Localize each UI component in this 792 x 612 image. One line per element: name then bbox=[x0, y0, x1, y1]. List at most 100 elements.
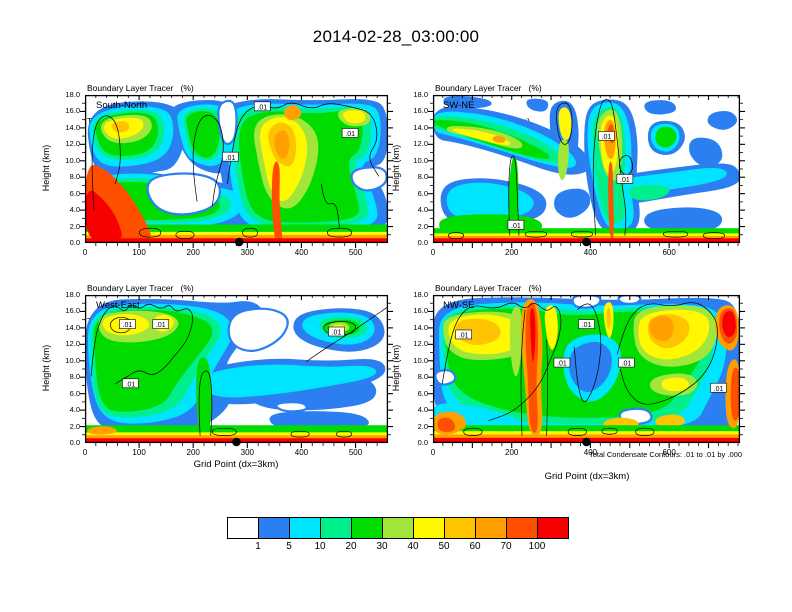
y-tick-label: 14.0 bbox=[65, 122, 80, 132]
y-tick-label: 0.0 bbox=[69, 438, 80, 447]
height-axis-label: Height (km) bbox=[41, 144, 51, 192]
svg-text:.01: .01 bbox=[226, 155, 236, 162]
contour-plot-west-east: .01 .01 .01 .01 bbox=[80, 294, 393, 448]
y-tick-label: 6.0 bbox=[69, 188, 80, 198]
x-tick-label: 200 bbox=[505, 248, 519, 257]
contour-plot-nw-se: .01 .01 .01 .01 .01 bbox=[428, 294, 745, 448]
y-tick-label: 14.0 bbox=[65, 322, 80, 332]
svg-text:.01: .01 bbox=[126, 381, 136, 388]
y-tick-label: 8.0 bbox=[417, 372, 428, 382]
svg-text:.01: .01 bbox=[714, 386, 724, 393]
svg-text:.01: .01 bbox=[620, 177, 630, 184]
colorbar-cell bbox=[507, 518, 538, 538]
panel-title-south-north: South-North bbox=[96, 100, 148, 111]
colorbar-level-label: 5 bbox=[286, 541, 292, 552]
y-tick-label: 10.0 bbox=[65, 155, 80, 165]
svg-text:.01: .01 bbox=[257, 104, 267, 111]
grid-point-axis-label: Grid Point (dx=3km) bbox=[193, 459, 279, 470]
colorbar-cell bbox=[290, 518, 321, 538]
height-axis-label: Height (km) bbox=[391, 344, 401, 392]
y-tick-label: 12.0 bbox=[413, 339, 428, 349]
y-tick-label: 16.0 bbox=[413, 106, 428, 116]
colorbar-cell bbox=[476, 518, 507, 538]
y-tick-label: 0.0 bbox=[417, 438, 428, 447]
colorbar-level-label: 20 bbox=[345, 541, 357, 552]
y-tick-label: 8.0 bbox=[69, 172, 80, 182]
height-axis-label: Height (km) bbox=[41, 344, 51, 392]
height-axis-label: Height (km) bbox=[391, 144, 401, 192]
y-tick-label: 12.0 bbox=[413, 139, 428, 149]
x-tick-label: 300 bbox=[240, 448, 254, 457]
x-tick-label: 500 bbox=[348, 448, 363, 457]
y-tick-label: 0.0 bbox=[69, 238, 80, 247]
main-title: 2014-02-28_03:00:00 bbox=[312, 27, 480, 46]
y-tick-label: 16.0 bbox=[413, 306, 428, 316]
svg-text:.01: .01 bbox=[156, 322, 166, 329]
y-tick-label: 10.0 bbox=[413, 355, 428, 365]
x-tick-label: 400 bbox=[583, 448, 598, 457]
tracer-field-label: Boundary Layer Tracer (%) bbox=[87, 283, 194, 293]
y-tick-label: 8.0 bbox=[417, 172, 428, 182]
x-tick-label: 100 bbox=[132, 448, 146, 457]
x-tick-label: 200 bbox=[186, 248, 200, 257]
colorbar-level-label: 50 bbox=[438, 541, 450, 552]
x-tick-label: 500 bbox=[348, 248, 363, 257]
svg-text:.01: .01 bbox=[345, 131, 355, 138]
y-tick-label: 10.0 bbox=[413, 155, 428, 165]
x-tick-label: 400 bbox=[294, 248, 309, 257]
colorbar-cell bbox=[383, 518, 414, 538]
colorbar bbox=[227, 517, 569, 539]
y-tick-label: 18.0 bbox=[413, 290, 428, 299]
colorbar-level-label: 40 bbox=[407, 541, 419, 552]
colorbar-cell bbox=[321, 518, 352, 538]
x-tick-label: 300 bbox=[240, 248, 254, 257]
grid-point-axis-label: Grid Point (dx=3km) bbox=[544, 471, 630, 482]
colorbar-cell bbox=[414, 518, 445, 538]
y-tick-label: 18.0 bbox=[65, 90, 80, 99]
x-tick-label: 600 bbox=[662, 248, 676, 257]
panel-title-sw-ne: SW-NE bbox=[443, 100, 475, 111]
colorbar-cell bbox=[445, 518, 476, 538]
colorbar-level-label: 100 bbox=[528, 541, 546, 552]
x-tick-label: 400 bbox=[294, 448, 309, 457]
contour-plot-sw-ne: .01 .01 .01 bbox=[428, 94, 745, 248]
x-tick-label: 400 bbox=[583, 248, 598, 257]
x-tick-label: 0 bbox=[430, 448, 436, 457]
y-tick-label: 4.0 bbox=[417, 205, 428, 215]
tracer-field-label: Boundary Layer Tracer (%) bbox=[87, 83, 194, 93]
y-tick-label: 4.0 bbox=[417, 405, 428, 415]
contour-note: Total Condensate Contours: .01 to .01 by… bbox=[588, 450, 742, 459]
x-tick-label: 200 bbox=[186, 448, 200, 457]
y-tick-label: 4.0 bbox=[69, 205, 80, 215]
colorbar-level-label: 10 bbox=[314, 541, 326, 552]
svg-text:.01: .01 bbox=[622, 361, 632, 368]
y-tick-label: 8.0 bbox=[69, 372, 80, 382]
colorbar-cell bbox=[259, 518, 290, 538]
contour-plot-south-north: .01 .01 .01 bbox=[80, 94, 393, 248]
y-tick-label: 16.0 bbox=[65, 106, 80, 116]
colorbar-cell bbox=[228, 518, 259, 538]
svg-text:.01: .01 bbox=[511, 223, 521, 230]
y-tick-label: 4.0 bbox=[69, 405, 80, 415]
y-tick-label: 14.0 bbox=[413, 122, 428, 132]
x-tick-label: 0 bbox=[82, 248, 88, 257]
y-tick-label: 2.0 bbox=[417, 221, 428, 231]
y-tick-label: 18.0 bbox=[413, 90, 428, 99]
y-tick-label: 6.0 bbox=[69, 388, 80, 398]
y-tick-label: 12.0 bbox=[65, 139, 80, 149]
x-tick-label: 0 bbox=[430, 248, 436, 257]
y-tick-label: 2.0 bbox=[69, 421, 80, 431]
panel-title-nw-se: NW-SE bbox=[443, 300, 475, 311]
x-tick-label: 200 bbox=[505, 448, 519, 457]
y-tick-label: 6.0 bbox=[417, 388, 428, 398]
panel-title-west-east: West-East bbox=[96, 300, 140, 311]
y-tick-label: 14.0 bbox=[413, 322, 428, 332]
y-tick-label: 16.0 bbox=[65, 306, 80, 316]
svg-text:.01: .01 bbox=[602, 134, 612, 141]
x-tick-label: 600 bbox=[662, 448, 676, 457]
svg-text:.01: .01 bbox=[459, 333, 469, 340]
x-tick-label: 0 bbox=[82, 448, 88, 457]
y-tick-label: 12.0 bbox=[65, 339, 80, 349]
colorbar-cell bbox=[538, 518, 568, 538]
